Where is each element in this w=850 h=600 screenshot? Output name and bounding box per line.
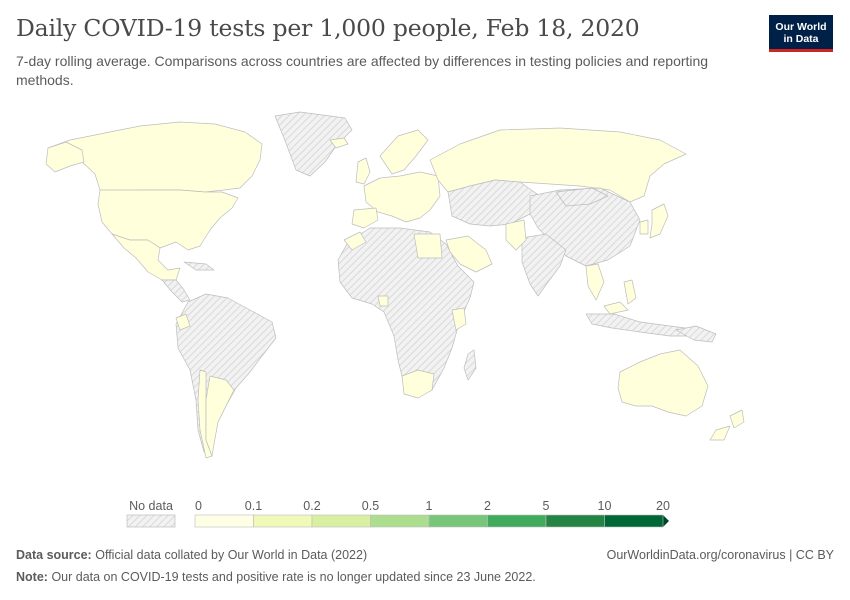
philippines[interactable]: [623, 279, 637, 305]
legend-tick-label: 10: [598, 499, 612, 513]
greenland[interactable]: [274, 111, 353, 177]
note-label: Note:: [16, 570, 48, 584]
source-text: Official data collated by Our World in D…: [95, 548, 368, 562]
source-label: Data source:: [16, 548, 92, 562]
data-note: Note: Our data on COVID-19 tests and pos…: [16, 570, 536, 584]
iceland[interactable]: [329, 137, 349, 149]
malaysia[interactable]: [603, 301, 629, 315]
legend-tick-label: 1: [426, 499, 433, 513]
legend-color-bin: [194, 514, 254, 528]
legend-tick-label: 0.5: [362, 499, 379, 513]
new-zealand[interactable]: [709, 409, 745, 441]
note-text: Our data on COVID-19 tests and positive …: [51, 570, 536, 584]
cuba[interactable]: [183, 261, 215, 271]
legend-tick-label: 0.1: [245, 499, 262, 513]
spain[interactable]: [351, 207, 379, 229]
legend-color-bin: [487, 514, 547, 528]
legend-color-bin: [604, 514, 664, 528]
south-korea[interactable]: [639, 219, 649, 235]
united-kingdom[interactable]: [355, 157, 371, 185]
legend-color-bin: [370, 514, 430, 528]
thailand[interactable]: [585, 263, 605, 301]
south-america[interactable]: [175, 293, 277, 453]
mexico[interactable]: [111, 233, 181, 281]
argentina[interactable]: [205, 375, 235, 457]
europe[interactable]: [363, 171, 441, 223]
chart-title: Daily COVID-19 tests per 1,000 people, F…: [16, 14, 640, 42]
madagascar[interactable]: [463, 349, 477, 381]
morocco[interactable]: [343, 231, 367, 251]
credit-link[interactable]: OurWorldinData.org/coronavirus | CC BY: [606, 548, 834, 562]
legend-tick-label: 0.2: [303, 499, 320, 513]
scandinavia[interactable]: [379, 129, 429, 175]
pakistan[interactable]: [505, 219, 527, 251]
legend-color-bin: [545, 514, 605, 528]
new-guinea[interactable]: [675, 325, 717, 343]
data-source: Data source: Official data collated by O…: [16, 548, 367, 562]
south-africa[interactable]: [401, 369, 435, 399]
map-legend: No data 0 0.1 0.2 0.5 1 2 5 10 20: [126, 499, 670, 528]
alaska[interactable]: [45, 141, 85, 173]
logo-line-2: in Data: [783, 33, 819, 45]
legend-no-data-label: No data: [129, 499, 173, 513]
legend-color-bin: [253, 514, 313, 528]
world-map[interactable]: [0, 100, 850, 480]
japan[interactable]: [649, 203, 669, 239]
legend-color-bin: [428, 514, 488, 528]
ecuador[interactable]: [175, 313, 191, 331]
legend-tick-label: 5: [543, 499, 550, 513]
egypt[interactable]: [413, 233, 443, 259]
legend-tick-label: 2: [484, 499, 491, 513]
ghana[interactable]: [377, 295, 389, 307]
owid-logo[interactable]: Our World in Data: [769, 15, 833, 52]
australia[interactable]: [617, 349, 709, 417]
legend-color-bin: [311, 514, 371, 528]
legend-no-data-swatch: [126, 514, 176, 528]
chart-subtitle: 7-day rolling average. Comparisons acros…: [16, 53, 709, 88]
kenya[interactable]: [451, 307, 467, 331]
mongolia[interactable]: [555, 187, 609, 207]
legend-tick-label: 20: [656, 499, 670, 513]
central-america[interactable]: [161, 279, 191, 303]
india[interactable]: [521, 233, 567, 297]
legend-tick-label: 0: [195, 499, 202, 513]
logo-line-1: Our World: [775, 21, 827, 33]
canada[interactable]: [47, 121, 263, 193]
